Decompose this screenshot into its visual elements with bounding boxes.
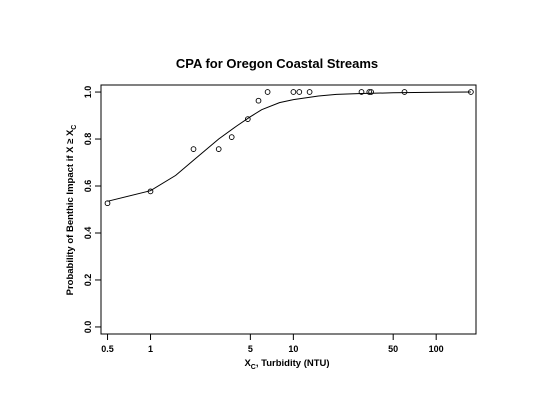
x-axis: 0.5 1 5 10 50 100 <box>101 334 444 354</box>
y-tick-label: 0.6 <box>83 180 93 193</box>
x-tick-label: 5 <box>248 344 253 354</box>
y-tick-label: 0.4 <box>83 227 93 240</box>
data-point <box>190 146 197 152</box>
data-point <box>255 97 262 104</box>
y-tick-label: 0.0 <box>83 321 93 334</box>
plot-frame <box>100 84 477 335</box>
y-axis-label-main: Probability of Benthic Impact if X ≥ X <box>65 129 76 295</box>
y-tick-label: 1.0 <box>83 86 93 99</box>
fitted-curve <box>107 91 471 202</box>
y-axis-label: Probability of Benthic Impact if X ≥ XC <box>65 125 78 296</box>
series-layer <box>104 89 474 207</box>
data-point <box>244 116 251 122</box>
x-tick-label: 100 <box>429 344 444 354</box>
data-point <box>368 89 374 95</box>
x-tick-label: 10 <box>288 344 298 354</box>
x-tick-label: 1 <box>148 344 153 354</box>
chart-title: CPA for Oregon Coastal Streams <box>176 56 378 71</box>
data-point <box>215 146 222 152</box>
x-axis-label: XC, Turbidity (NTU) <box>244 358 329 371</box>
plot-border <box>100 84 477 335</box>
data-point <box>290 89 297 95</box>
x-tick-label: 0.5 <box>101 344 114 354</box>
data-point <box>366 89 373 95</box>
data-point <box>358 89 365 95</box>
x-tick-label: 50 <box>388 344 398 354</box>
y-axis: 0.0 0.2 0.4 0.6 0.8 1.0 <box>83 86 101 333</box>
data-point <box>104 200 111 207</box>
y-axis-label-sub: C <box>71 125 78 130</box>
y-tick-label: 0.8 <box>83 133 93 146</box>
data-point <box>264 89 271 95</box>
data-point <box>306 89 313 95</box>
data-point <box>228 134 235 140</box>
data-point <box>296 89 303 95</box>
data-point <box>401 89 408 95</box>
y-tick-label: 0.2 <box>83 274 93 287</box>
x-axis-label-rest: , Turbidity (NTU) <box>256 358 330 369</box>
x-axis-label-sub: C <box>251 364 256 371</box>
x-axis-label-main: X <box>244 358 251 369</box>
